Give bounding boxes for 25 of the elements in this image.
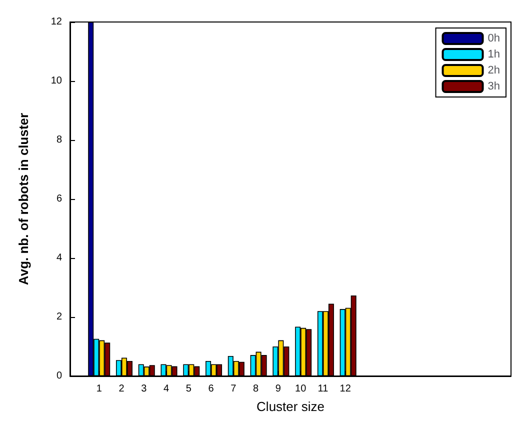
x-tick-label: 12: [340, 384, 352, 394]
x-tick-label: 9: [275, 384, 282, 394]
y-tick-label: 10: [50, 76, 62, 86]
legend-label: 1h: [488, 48, 500, 60]
x-tick-label: 11: [318, 384, 329, 394]
x-tick-label: 7: [230, 384, 237, 394]
y-tick-label: 12: [50, 16, 62, 28]
x-tick-label: 4: [163, 384, 170, 394]
x-tick-label: 8: [253, 384, 260, 394]
y-tick-label: 0: [56, 370, 62, 382]
y-tick-label: 6: [56, 194, 62, 204]
x-tick-label: 1: [96, 384, 102, 394]
x-axis-title: Cluster size: [256, 399, 324, 414]
legend-label: 2h: [488, 64, 500, 76]
y-tick-label: 8: [56, 134, 62, 146]
y-tick-label: 2: [56, 312, 62, 322]
x-tick-label: 2: [118, 384, 125, 394]
x-tick-label: 6: [208, 384, 214, 394]
x-tick-label: 5: [186, 384, 192, 394]
x-tick-label: 3: [141, 384, 148, 394]
y-tick-label: 4: [56, 252, 62, 264]
y-axis-title: Avg. nb. of robots in cluster: [16, 112, 31, 286]
legend-label: 3h: [488, 80, 500, 92]
legend-label: 0h: [488, 32, 500, 44]
x-tick-label: 10: [295, 384, 307, 394]
